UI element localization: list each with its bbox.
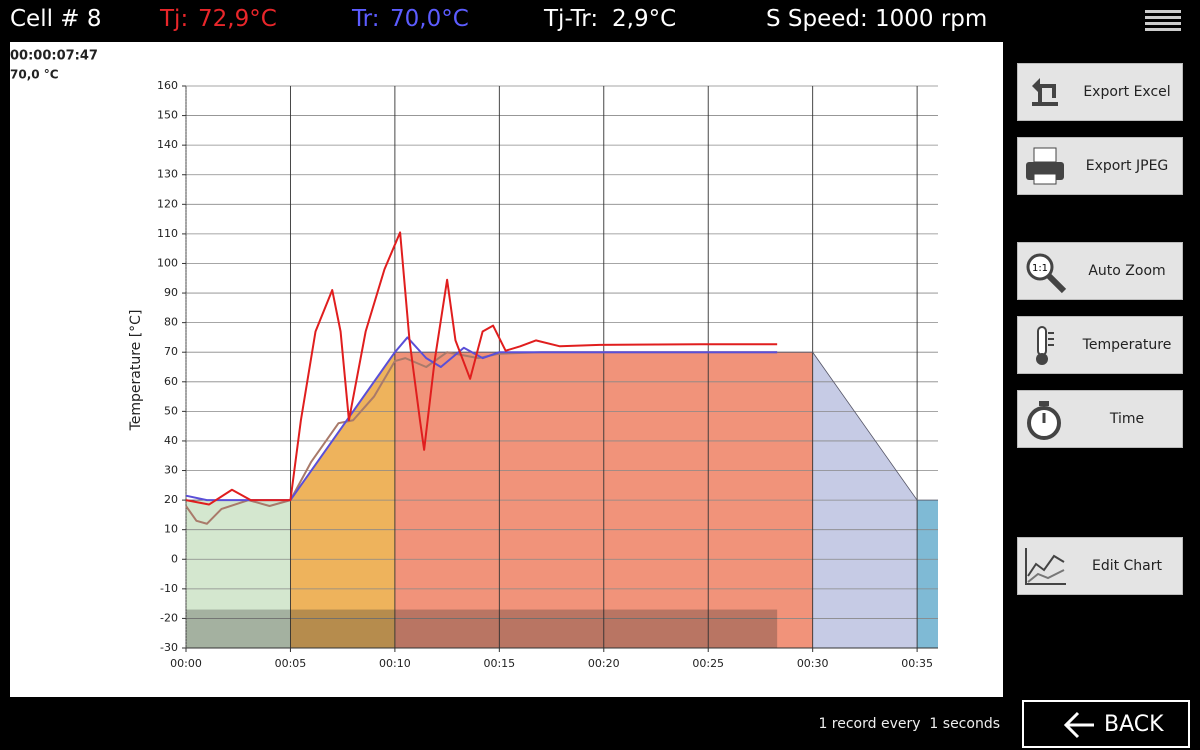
button-label: Temperature — [1082, 337, 1172, 353]
profile-segment — [917, 500, 938, 648]
auto-zoom-button[interactable]: 1:1 Auto Zoom — [1017, 242, 1183, 300]
y-axis-label: Temperature [°C] — [128, 310, 144, 432]
icon — [1036, 326, 1054, 365]
y-tick-label: 150 — [157, 109, 178, 122]
y-tick-label: -10 — [160, 582, 178, 595]
cell-label: Cell # 8 — [10, 6, 102, 32]
recorded-band — [186, 609, 778, 648]
series-line — [185, 231, 778, 506]
tr-value: 70,0°C — [390, 6, 469, 32]
button-label: Time — [1109, 411, 1145, 427]
button-label: Edit Chart — [1091, 558, 1163, 574]
profile-segment — [186, 500, 291, 648]
icon — [1032, 78, 1058, 106]
export-jpeg-button[interactable]: Export JPEG — [1017, 137, 1183, 195]
tr-label: Tr: — [352, 6, 380, 32]
record-info: 1 record every 1 seconds — [818, 716, 1000, 732]
y-tick-label: 90 — [164, 286, 178, 299]
y-tick-label: 80 — [164, 316, 178, 329]
y-tick-label: 140 — [157, 138, 178, 151]
y-tick-label: -30 — [160, 641, 178, 654]
y-tick-label: 120 — [157, 197, 178, 210]
x-tick-label: 00:20 — [588, 657, 620, 670]
diff-label: Tj-Tr: — [544, 6, 599, 32]
chart: 00:00:07:47 70,0 °C Temperature [°C] -30… — [10, 42, 1003, 697]
y-tick-label: 70 — [164, 345, 178, 358]
elapsed-time: 00:00:07:47 — [10, 49, 98, 64]
export-excel-button[interactable]: Export Excel — [1017, 63, 1183, 121]
y-tick-label: 100 — [157, 256, 178, 269]
x-tick-label: 00:00 — [170, 657, 202, 670]
back-button[interactable]: BACK — [1022, 700, 1190, 748]
icon — [1025, 548, 1066, 585]
y-tick-label: 60 — [164, 375, 178, 388]
x-tick-label: 00:10 — [379, 657, 411, 670]
y-tick-label: 0 — [171, 552, 178, 565]
back-arrow — [1063, 711, 1094, 739]
x-tick-label: 00:30 — [797, 657, 829, 670]
y-tick-label: 130 — [157, 168, 178, 181]
icon — [1027, 401, 1061, 440]
y-tick-label: 160 — [157, 79, 178, 92]
time-button[interactable]: Time — [1017, 390, 1183, 448]
x-tick-label: 00:15 — [483, 657, 515, 670]
icon: 1:1 — [1026, 253, 1067, 294]
series-line — [185, 351, 778, 525]
temperature-button[interactable]: Temperature — [1017, 316, 1183, 374]
y-tick-label: 50 — [164, 404, 178, 417]
back-label: BACK — [1104, 712, 1164, 737]
button-label: Export JPEG — [1085, 158, 1169, 174]
speed-value: 1000 rpm — [875, 6, 988, 32]
y-tick-label: 20 — [164, 493, 178, 506]
x-tick-label: 00:05 — [275, 657, 307, 670]
y-tick-label: 10 — [164, 523, 178, 536]
menu-icon[interactable] — [1145, 10, 1181, 32]
tj-value: 72,9°C — [198, 6, 277, 32]
cursor-value: 70,0 °C — [10, 68, 59, 82]
y-tick-label: 40 — [164, 434, 178, 447]
button-label: Auto Zoom — [1088, 263, 1166, 279]
diff-value: 2,9°C — [612, 6, 677, 32]
svg-text:1:1: 1:1 — [1032, 263, 1048, 274]
speed-label: S Speed: — [766, 6, 868, 32]
x-tick-label: 00:35 — [901, 657, 933, 670]
button-label: Export Excel — [1083, 84, 1171, 100]
edit-chart-button[interactable]: Edit Chart — [1017, 537, 1183, 595]
tj-label: Tj: — [160, 6, 189, 32]
y-tick-label: -20 — [160, 611, 178, 624]
x-tick-label: 00:25 — [692, 657, 724, 670]
y-tick-label: 110 — [157, 227, 178, 240]
icon — [1026, 147, 1064, 185]
y-tick-label: 30 — [164, 464, 178, 477]
